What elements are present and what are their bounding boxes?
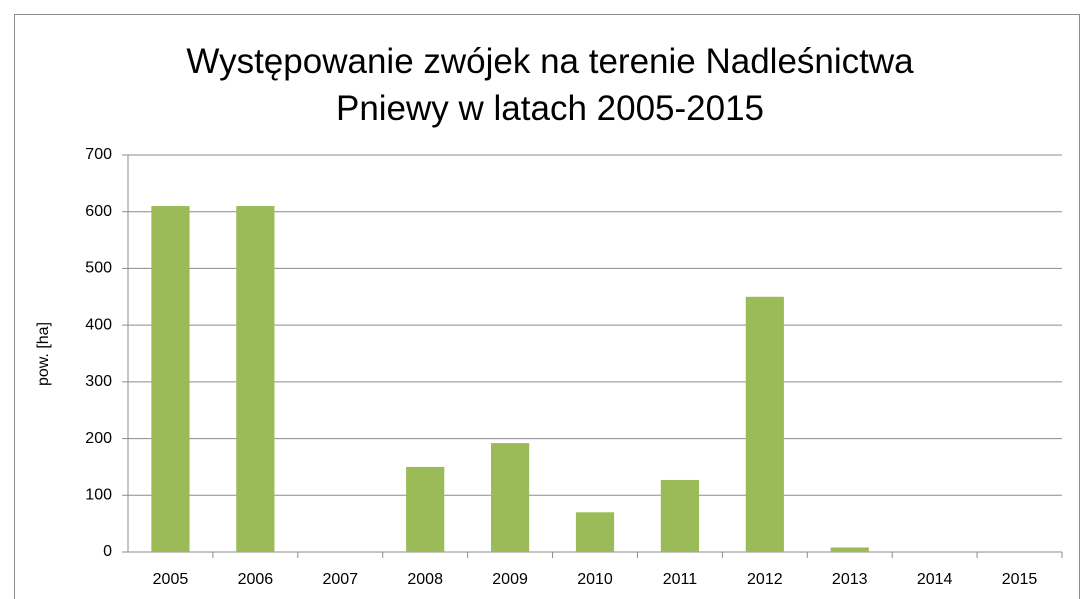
y-tick-label: 600: [85, 203, 112, 220]
y-tick-label: 400: [85, 316, 112, 333]
x-tick-label: 2007: [322, 571, 358, 588]
x-tick-label: 2014: [917, 571, 953, 588]
y-axis-label: pow. [ha]: [35, 322, 52, 386]
bar: [575, 512, 615, 552]
x-tick-label: 2015: [1002, 571, 1038, 588]
x-tick-label: 2013: [832, 571, 868, 588]
bar: [660, 479, 700, 552]
y-tick-label: 100: [85, 487, 112, 504]
y-tick-label: 500: [85, 260, 112, 277]
y-tick-label: 200: [85, 430, 112, 447]
x-tick-label: 2009: [492, 571, 528, 588]
chart-frame: [14, 14, 1080, 599]
x-tick-label: 2012: [747, 571, 783, 588]
bar: [490, 443, 530, 552]
bar: [406, 466, 445, 552]
y-tick-label: 0: [103, 543, 112, 560]
bar: [236, 206, 275, 553]
bar: [830, 547, 869, 552]
y-tick-label: 300: [85, 373, 112, 390]
y-tick-label: 700: [85, 146, 112, 163]
x-tick-label: 2008: [407, 571, 443, 588]
x-tick-label: 2005: [153, 571, 189, 588]
x-tick-label: 2010: [577, 571, 613, 588]
bar: [745, 296, 784, 552]
chart-title: Występowanie zwójek na terenie Nadleśnic…: [186, 42, 914, 128]
x-tick-label: 2011: [663, 571, 698, 588]
bar: [151, 206, 190, 553]
x-tick-label: 2006: [238, 571, 274, 588]
